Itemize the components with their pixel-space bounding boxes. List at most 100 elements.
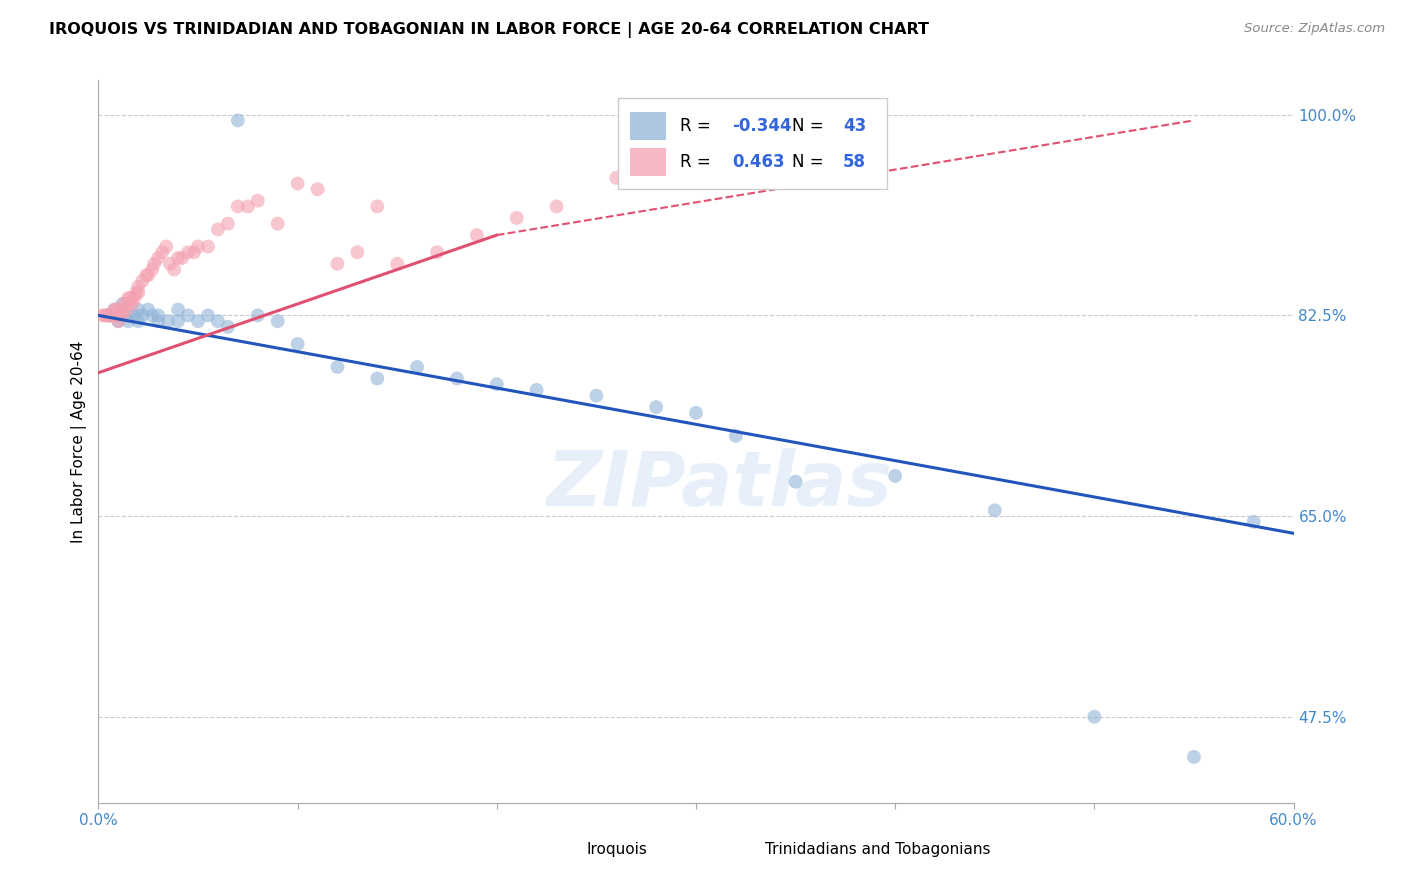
Point (177, 309, 200, 323)
Point (127, 314, 149, 328)
Point (207, 222, 229, 236)
Point (366, 371, 388, 385)
Y-axis label: In Labor Force | Age 20-64: In Labor Force | Age 20-64 (72, 341, 87, 542)
Point (107, 309, 129, 323)
Point (526, 383, 548, 397)
Point (645, 400, 668, 414)
Point (155, 239, 177, 253)
Point (346, 245, 368, 260)
Point (148, 314, 170, 328)
Point (103, 302, 125, 317)
Text: Trinidadians and Tobagonians: Trinidadians and Tobagonians (765, 842, 991, 857)
Point (187, 314, 209, 328)
FancyBboxPatch shape (630, 148, 666, 176)
Point (685, 406, 707, 420)
Point (226, 199, 249, 213)
Text: -0.344: -0.344 (733, 117, 792, 135)
Text: IROQUOIS VS TRINIDADIAN AND TOBAGONIAN IN LABOR FORCE | AGE 20-64 CORRELATION CH: IROQUOIS VS TRINIDADIAN AND TOBAGONIAN I… (49, 22, 929, 38)
Text: Iroquois: Iroquois (586, 842, 647, 857)
Point (446, 371, 468, 385)
Point (131, 274, 153, 288)
Point (93, 309, 115, 323)
Point (246, 194, 269, 208)
Point (136, 268, 159, 283)
Point (97, 309, 120, 323)
Point (107, 309, 129, 323)
Point (177, 245, 200, 260)
Text: ZIPatlas: ZIPatlas (547, 448, 893, 522)
Point (385, 257, 409, 271)
Point (115, 302, 138, 317)
Point (167, 251, 190, 265)
Point (117, 291, 139, 305)
Point (97, 309, 120, 323)
Point (117, 309, 139, 323)
Point (120, 291, 142, 305)
Point (217, 217, 239, 231)
Point (1083, 710, 1105, 724)
Point (172, 251, 194, 265)
Point (157, 314, 180, 328)
Point (111, 297, 134, 311)
Point (101, 309, 124, 323)
Point (506, 211, 529, 225)
Point (984, 503, 1007, 517)
Point (124, 309, 146, 323)
Text: N =: N = (792, 153, 828, 171)
Point (406, 359, 429, 374)
Text: 58: 58 (844, 153, 866, 171)
Point (112, 297, 135, 311)
Point (287, 337, 309, 351)
Point (546, 199, 568, 213)
Point (884, 469, 907, 483)
Point (326, 359, 349, 374)
Point (1243, 515, 1265, 529)
FancyBboxPatch shape (720, 837, 756, 863)
Point (103, 309, 125, 323)
Point (125, 285, 148, 300)
Point (107, 314, 129, 328)
Point (267, 217, 290, 231)
Point (110, 302, 132, 317)
Point (785, 475, 807, 489)
Text: R =: R = (681, 117, 717, 135)
Point (98, 309, 122, 323)
Point (246, 309, 269, 323)
Point (1182, 750, 1205, 764)
Point (135, 268, 157, 283)
Point (267, 314, 290, 328)
Text: 0.463: 0.463 (733, 153, 785, 171)
Point (141, 262, 163, 277)
Point (117, 297, 139, 311)
Point (159, 257, 181, 271)
Point (127, 285, 149, 300)
Point (127, 279, 149, 293)
Point (326, 257, 349, 271)
FancyBboxPatch shape (541, 837, 576, 863)
Text: R =: R = (681, 153, 717, 171)
Point (226, 113, 249, 128)
Point (685, 148, 707, 162)
Point (127, 302, 149, 317)
Point (187, 239, 209, 253)
Point (105, 302, 128, 317)
Point (585, 389, 607, 403)
Point (148, 251, 170, 265)
Text: 43: 43 (844, 117, 866, 135)
Point (121, 297, 143, 311)
FancyBboxPatch shape (630, 112, 666, 139)
Point (111, 309, 134, 323)
Point (183, 245, 205, 260)
Point (97, 309, 120, 323)
Point (163, 262, 186, 277)
Point (307, 182, 329, 196)
Text: Source: ZipAtlas.com: Source: ZipAtlas.com (1244, 22, 1385, 36)
Point (236, 199, 259, 213)
Point (197, 239, 219, 253)
Point (131, 309, 153, 323)
Point (207, 314, 229, 328)
Point (485, 377, 508, 392)
Point (217, 319, 239, 334)
Point (465, 228, 488, 243)
Text: N =: N = (792, 117, 828, 135)
